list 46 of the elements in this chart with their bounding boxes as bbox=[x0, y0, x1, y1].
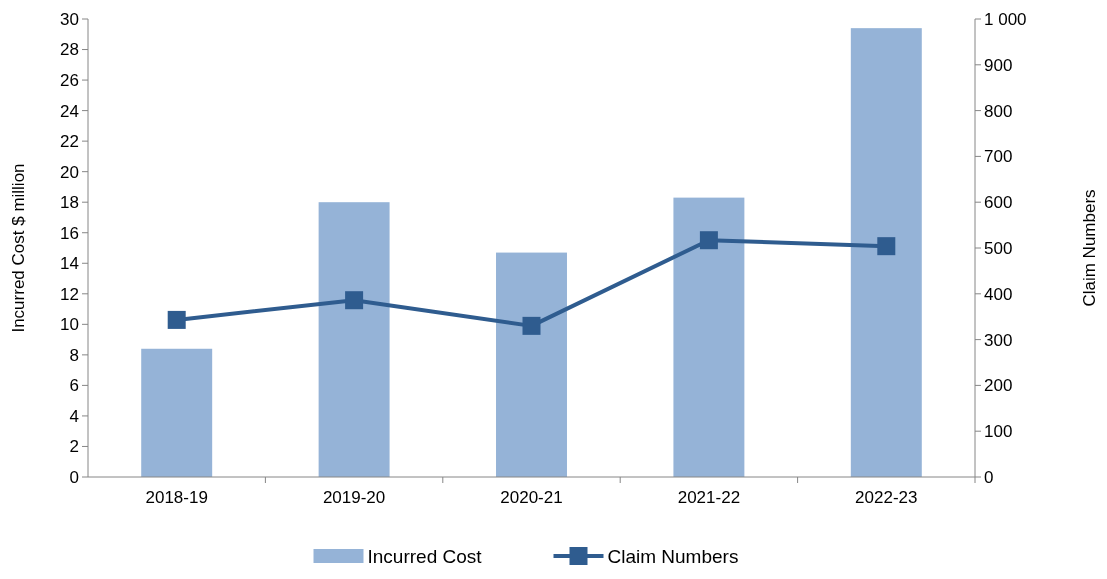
y2-tick-label: 900 bbox=[984, 55, 1013, 75]
y-tick-label: 10 bbox=[60, 315, 79, 335]
legend-label: Incurred Cost bbox=[367, 546, 483, 567]
y-axis-title: Incurred Cost $ million bbox=[9, 163, 28, 333]
y-tick-label: 14 bbox=[60, 254, 79, 274]
legend-label: Claim Numbers bbox=[607, 546, 739, 567]
point bbox=[699, 231, 718, 250]
y2-tick-label: 700 bbox=[984, 147, 1013, 167]
point bbox=[167, 310, 186, 329]
x-tick-label: 2018-19 bbox=[145, 488, 208, 507]
x-tick-label: 2021-22 bbox=[677, 488, 741, 507]
y-tick-label: 30 bbox=[60, 9, 79, 29]
x-tick-label: 2022-23 bbox=[855, 488, 918, 507]
point bbox=[877, 237, 896, 256]
y-tick-label: 20 bbox=[60, 162, 79, 182]
y-tick-label: 18 bbox=[60, 193, 79, 213]
bar bbox=[318, 202, 390, 477]
y-tick-label: 4 bbox=[69, 406, 79, 426]
bar bbox=[673, 197, 745, 477]
bar bbox=[850, 28, 922, 477]
y-tick-label: 26 bbox=[60, 71, 79, 91]
y2-tick-label: 500 bbox=[984, 238, 1013, 258]
point bbox=[522, 316, 541, 335]
y-tick-label: 24 bbox=[60, 101, 79, 121]
y2-tick-label: 1 000 bbox=[984, 9, 1027, 29]
y-tick-label: 28 bbox=[60, 40, 79, 60]
y-tick-label: 6 bbox=[69, 376, 79, 396]
y2-tick-label: 600 bbox=[984, 193, 1013, 213]
y2-axis-title: Claim Numbers bbox=[1080, 189, 1099, 307]
point bbox=[345, 291, 364, 310]
y2-tick-label: 0 bbox=[984, 467, 994, 487]
y-tick-label: 0 bbox=[69, 467, 79, 487]
y2-tick-label: 800 bbox=[984, 101, 1013, 121]
y2-tick-label: 100 bbox=[984, 422, 1013, 442]
x-tick-label: 2019-20 bbox=[322, 488, 386, 507]
y-tick-label: 2 bbox=[69, 437, 79, 457]
y-tick-label: 8 bbox=[69, 345, 79, 365]
y-tick-label: 16 bbox=[60, 223, 79, 243]
y2-tick-label: 300 bbox=[984, 330, 1013, 350]
x-tick-label: 2020-21 bbox=[500, 488, 563, 507]
bar bbox=[141, 348, 213, 477]
y2-tick-label: 200 bbox=[984, 376, 1013, 396]
bar bbox=[496, 252, 567, 477]
y-tick-label: 22 bbox=[60, 132, 79, 152]
y-tick-label: 12 bbox=[60, 284, 79, 304]
y2-tick-label: 400 bbox=[984, 284, 1013, 304]
